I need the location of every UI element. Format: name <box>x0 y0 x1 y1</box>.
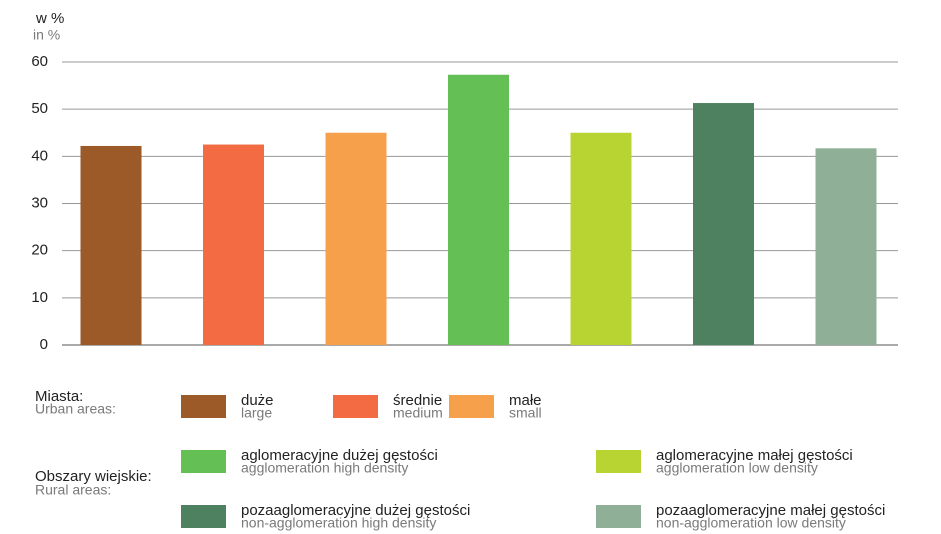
legend-group-label: Miasta: <box>35 388 83 405</box>
legend-group-label: Obszary wiejskie: <box>35 468 152 485</box>
bar <box>448 74 509 346</box>
y-axis-label-en: in % <box>33 27 60 43</box>
legend-label: małe <box>509 392 542 409</box>
bar <box>203 144 264 345</box>
legend-swatch <box>596 505 641 528</box>
y-tick-label: 40 <box>31 147 48 164</box>
y-tick-label: 30 <box>31 194 48 211</box>
legend-label-en: non-agglomeration high density <box>241 515 436 531</box>
y-tick-label: 10 <box>31 289 48 306</box>
legend-group-label-en: Urban areas: <box>35 401 116 417</box>
legend-label-en: small <box>509 405 542 421</box>
y-tick-label: 0 <box>40 336 48 353</box>
legend-group-label-en: Rural areas: <box>35 482 111 498</box>
legend-label-en: agglomeration low density <box>656 460 818 476</box>
legend-swatch <box>181 450 226 473</box>
legend-swatch <box>596 450 641 473</box>
legend-label-en: large <box>241 405 272 421</box>
legend-label: pozaaglomeracyjne dużej gęstości <box>241 502 470 519</box>
legend-swatch <box>181 395 226 418</box>
legend-swatch <box>181 505 226 528</box>
legend-label: duże <box>241 392 274 409</box>
y-tick-label: 50 <box>31 100 48 117</box>
bar <box>325 132 387 345</box>
legend-swatch <box>449 395 494 418</box>
y-tick-label: 20 <box>31 242 48 259</box>
y-axis-label: w % <box>35 10 64 27</box>
legend-label: pozaaglomeracyjne małej gęstości <box>656 502 885 519</box>
legend-swatch <box>333 395 378 418</box>
legend-label-en: agglomeration high density <box>241 460 408 476</box>
bar <box>80 145 142 345</box>
legend-label: średnie <box>393 392 442 409</box>
bar <box>570 132 632 345</box>
legend-label-en: non-agglomeration low density <box>656 515 846 531</box>
y-tick-label: 60 <box>31 53 48 70</box>
legend-label-en: medium <box>393 405 443 421</box>
bar <box>693 103 754 345</box>
legend-label: aglomeracyjne małej gęstości <box>656 447 853 464</box>
legend-label: aglomeracyjne dużej gęstości <box>241 447 438 464</box>
bar <box>815 148 877 345</box>
